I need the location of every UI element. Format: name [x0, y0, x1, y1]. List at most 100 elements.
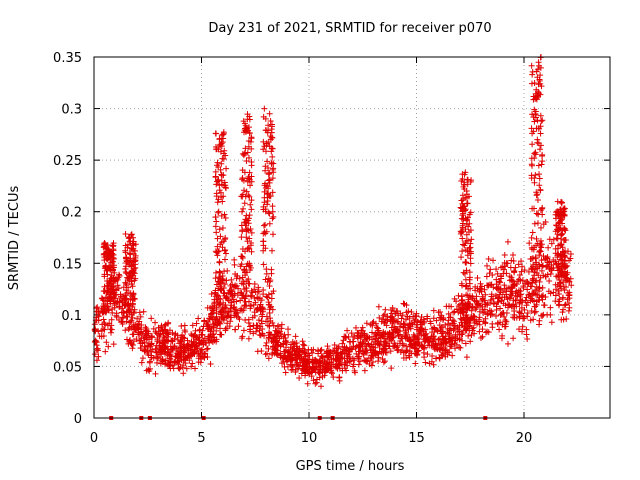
data-point [319, 368, 326, 375]
data-point [531, 205, 538, 212]
data-point [515, 261, 522, 268]
data-point [107, 275, 114, 282]
data-point [216, 226, 223, 233]
data-point [530, 128, 537, 135]
data-point [260, 113, 267, 120]
data-point [420, 328, 427, 335]
data-point [166, 362, 173, 369]
data-point [305, 352, 312, 359]
data-point [538, 257, 545, 264]
data-point [469, 327, 476, 334]
data-point [177, 344, 184, 351]
data-point [411, 333, 418, 340]
data-point [493, 266, 500, 273]
data-point [514, 292, 521, 299]
data-point [403, 331, 410, 338]
data-point [214, 243, 221, 250]
data-point [125, 340, 132, 347]
data-point [331, 342, 338, 349]
data-point [405, 308, 412, 315]
data-point [299, 338, 306, 345]
data-point [394, 308, 401, 315]
data-point [244, 238, 251, 245]
data-point [497, 305, 504, 312]
data-point [173, 359, 180, 366]
data-point [222, 184, 229, 191]
data-point [436, 322, 443, 329]
plot-frame [93, 56, 611, 419]
data-point [343, 367, 350, 374]
data-point [245, 335, 252, 342]
data-point [243, 263, 250, 270]
data-point [129, 345, 136, 352]
data-point [143, 325, 150, 332]
data-point [235, 323, 242, 330]
data-point [219, 198, 226, 205]
data-point [205, 326, 212, 333]
data-point [108, 272, 115, 279]
data-point [136, 309, 143, 316]
data-point [518, 258, 525, 265]
data-point [435, 309, 442, 316]
data-point [152, 370, 159, 377]
data-point [243, 220, 250, 227]
data-point [531, 118, 538, 125]
data-point [140, 335, 147, 342]
data-point [136, 318, 143, 325]
data-point [146, 359, 153, 366]
data-point [313, 358, 320, 365]
data-point [231, 261, 238, 268]
data-point [456, 335, 463, 342]
data-point [147, 334, 154, 341]
data-point [103, 339, 110, 346]
data-point [562, 247, 569, 254]
data-point [217, 270, 224, 277]
data-point [355, 354, 362, 361]
data-point [231, 307, 238, 314]
data-point [239, 254, 246, 261]
data-point [529, 297, 536, 304]
data-point [176, 340, 183, 347]
data-point [531, 179, 538, 186]
data-point [355, 332, 362, 339]
data-point [247, 264, 254, 271]
data-point [463, 200, 470, 207]
data-point [395, 319, 402, 326]
data-point [380, 345, 387, 352]
data-point [148, 315, 155, 322]
data-point [356, 342, 363, 349]
data-point [515, 276, 522, 283]
data-point [245, 154, 252, 161]
data-point [213, 162, 220, 169]
data-point [172, 331, 179, 338]
data-point [376, 314, 383, 321]
data-point [214, 235, 221, 242]
data-point [459, 220, 466, 227]
data-point [128, 231, 135, 238]
data-point [231, 256, 238, 263]
data-point [504, 238, 511, 245]
data-point [494, 319, 501, 326]
data-point [269, 319, 276, 326]
data-point [380, 312, 387, 319]
data-point [241, 200, 248, 207]
data-point [421, 345, 428, 352]
data-point [389, 334, 396, 341]
data-point [124, 241, 131, 248]
data-point [246, 298, 253, 305]
data-point [384, 313, 391, 320]
data-point [245, 174, 252, 181]
data-point [426, 342, 433, 349]
data-point [262, 180, 269, 187]
data-point [228, 276, 235, 283]
data-point [517, 288, 524, 295]
data-point [457, 344, 464, 351]
data-point [363, 320, 370, 327]
data-point [466, 269, 473, 276]
data-point [159, 327, 166, 334]
data-point [273, 351, 280, 358]
data-point [547, 270, 554, 277]
data-point [386, 331, 393, 338]
data-point [240, 177, 247, 184]
data-point [552, 292, 559, 299]
